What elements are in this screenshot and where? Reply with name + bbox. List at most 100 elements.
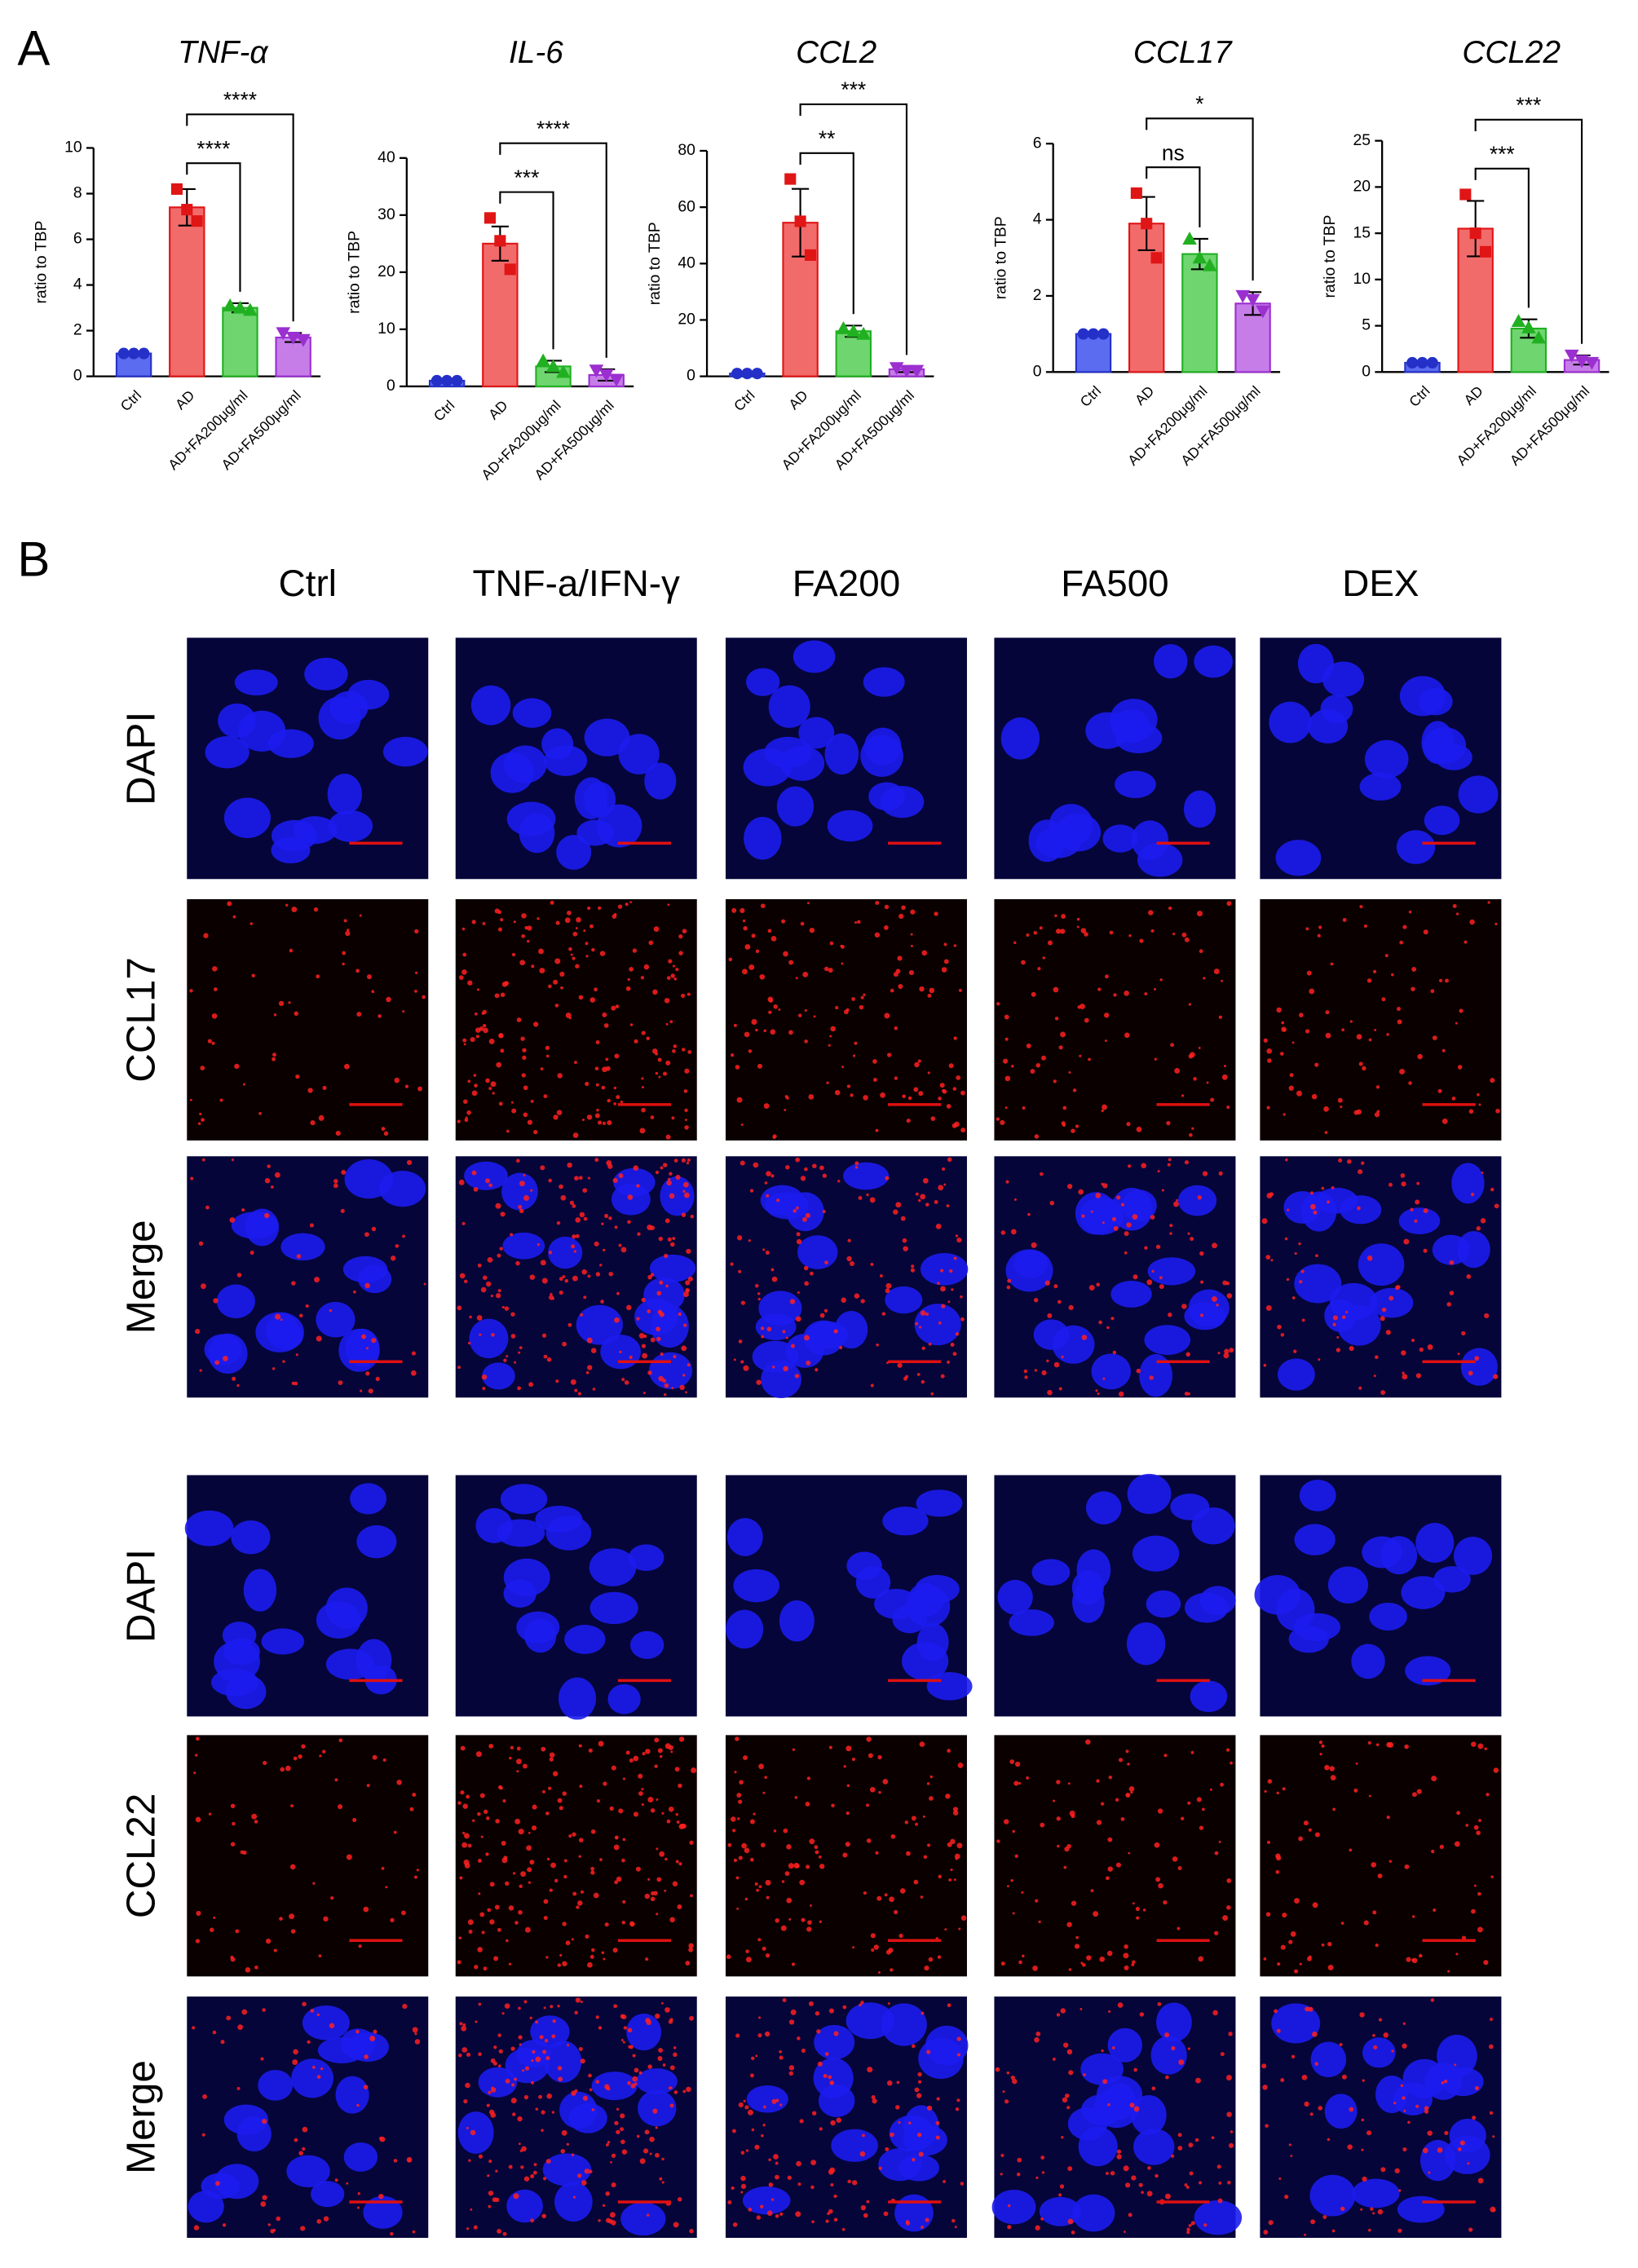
signal-dot <box>953 1256 957 1260</box>
signal-dot <box>663 1071 668 1076</box>
signal-dot <box>833 2217 838 2222</box>
signal-dot <box>1188 2223 1192 2227</box>
signal-dot <box>688 1947 694 1953</box>
signal-dot <box>396 1780 402 1785</box>
signal-dot <box>458 975 464 980</box>
signal-dot <box>272 2228 276 2232</box>
signal-dot <box>613 1844 620 1851</box>
signal-dot <box>645 1749 651 1754</box>
signal-dot <box>1488 2044 1494 2050</box>
signal-dot <box>678 1862 682 1866</box>
signal-dot <box>645 1957 649 1961</box>
signal-dot <box>1227 2181 1231 2185</box>
signal-dot <box>869 1786 876 1793</box>
signal-dot <box>677 2197 682 2202</box>
signal-dot <box>1080 1961 1084 1965</box>
signal-dot <box>521 2146 527 2152</box>
signal-dot <box>951 2218 956 2223</box>
signal-dot <box>952 1810 959 1816</box>
signal-dot <box>1358 1386 1362 1390</box>
signal-dot <box>1099 1956 1106 1962</box>
signal-dot <box>519 1208 524 1214</box>
signal-dot <box>687 1050 692 1054</box>
signal-dot <box>624 1380 629 1385</box>
signal-dot <box>556 1110 563 1116</box>
signal-dot <box>863 1095 868 1101</box>
signal-dot <box>862 2133 865 2138</box>
signal-dot <box>641 1788 644 1791</box>
signal-dot <box>523 1112 528 1118</box>
signal-dot <box>511 2083 515 2087</box>
signal-dot <box>498 2049 503 2054</box>
signal-dot <box>523 2176 530 2182</box>
signal-dot <box>333 1183 338 1189</box>
signal-dot <box>647 2213 650 2217</box>
signal-dot <box>1059 2184 1065 2189</box>
data-point <box>1141 218 1153 230</box>
signal-dot <box>199 1112 202 1116</box>
signal-dot <box>607 1098 611 1103</box>
signal-dot <box>743 1755 748 1761</box>
signal-dot <box>316 2075 321 2079</box>
signal-dot <box>620 2127 625 2132</box>
signal-dot <box>1442 1048 1446 1052</box>
signal-dot <box>532 2050 536 2054</box>
nucleus <box>1418 687 1453 716</box>
signal-dot <box>653 1891 658 1896</box>
signal-dot <box>1141 2191 1144 2195</box>
signal-dot <box>476 988 480 991</box>
signal-dot <box>822 1210 826 1214</box>
signal-dot <box>541 2213 547 2219</box>
signal-dot <box>1305 2006 1310 2012</box>
signal-dot <box>825 2219 829 2223</box>
signal-dot <box>804 1039 808 1044</box>
signal-dot <box>521 1073 526 1078</box>
signal-dot <box>251 973 255 977</box>
signal-dot <box>595 2015 599 2019</box>
signal-dot <box>675 1174 681 1180</box>
signal-dot <box>478 2052 482 2057</box>
signal-dot <box>1035 1899 1039 1903</box>
signal-dot <box>1416 1181 1420 1185</box>
signal-dot <box>788 1917 792 1921</box>
signal-dot <box>685 1287 690 1293</box>
nucleus <box>291 2058 334 2098</box>
signal-dot <box>1100 1802 1105 1806</box>
signal-dot <box>1055 929 1062 934</box>
signal-dot <box>1063 1865 1067 1869</box>
signal-dot <box>921 2226 924 2229</box>
signal-dot <box>1165 2075 1169 2080</box>
signal-dot <box>743 1365 749 1371</box>
signal-dot <box>611 2220 616 2226</box>
signal-dot <box>201 1118 205 1123</box>
signal-dot <box>733 1858 738 1863</box>
signal-dot <box>381 1867 385 1870</box>
signal-dot <box>215 2181 220 2186</box>
signal-dot <box>1439 1844 1444 1849</box>
nucleus <box>649 1352 693 1389</box>
signal-dot <box>834 1090 841 1096</box>
nucleus <box>786 1192 824 1232</box>
data-point <box>1097 328 1110 340</box>
micrograph-background <box>187 898 429 1141</box>
signal-dot <box>1375 1944 1379 1948</box>
nucleus <box>797 1235 838 1269</box>
micrograph <box>455 638 697 880</box>
signal-dot <box>765 1953 770 1958</box>
signal-dot <box>911 1816 916 1821</box>
signal-dot <box>735 1736 740 1741</box>
signal-dot <box>1314 2062 1318 2066</box>
signal-dot <box>482 922 486 925</box>
signal-dot <box>904 1820 909 1825</box>
signal-dot <box>684 1119 687 1122</box>
significance-bracket <box>499 191 554 350</box>
signal-dot <box>618 1243 622 1247</box>
signal-dot <box>742 969 748 975</box>
signal-dot <box>274 1172 280 1178</box>
signal-dot <box>751 2128 755 2132</box>
signal-dot <box>770 1268 775 1272</box>
y-tick-label: 20 <box>678 311 695 329</box>
signal-dot <box>764 2031 770 2037</box>
signal-dot <box>1031 991 1036 997</box>
signal-dot <box>1427 2130 1433 2136</box>
